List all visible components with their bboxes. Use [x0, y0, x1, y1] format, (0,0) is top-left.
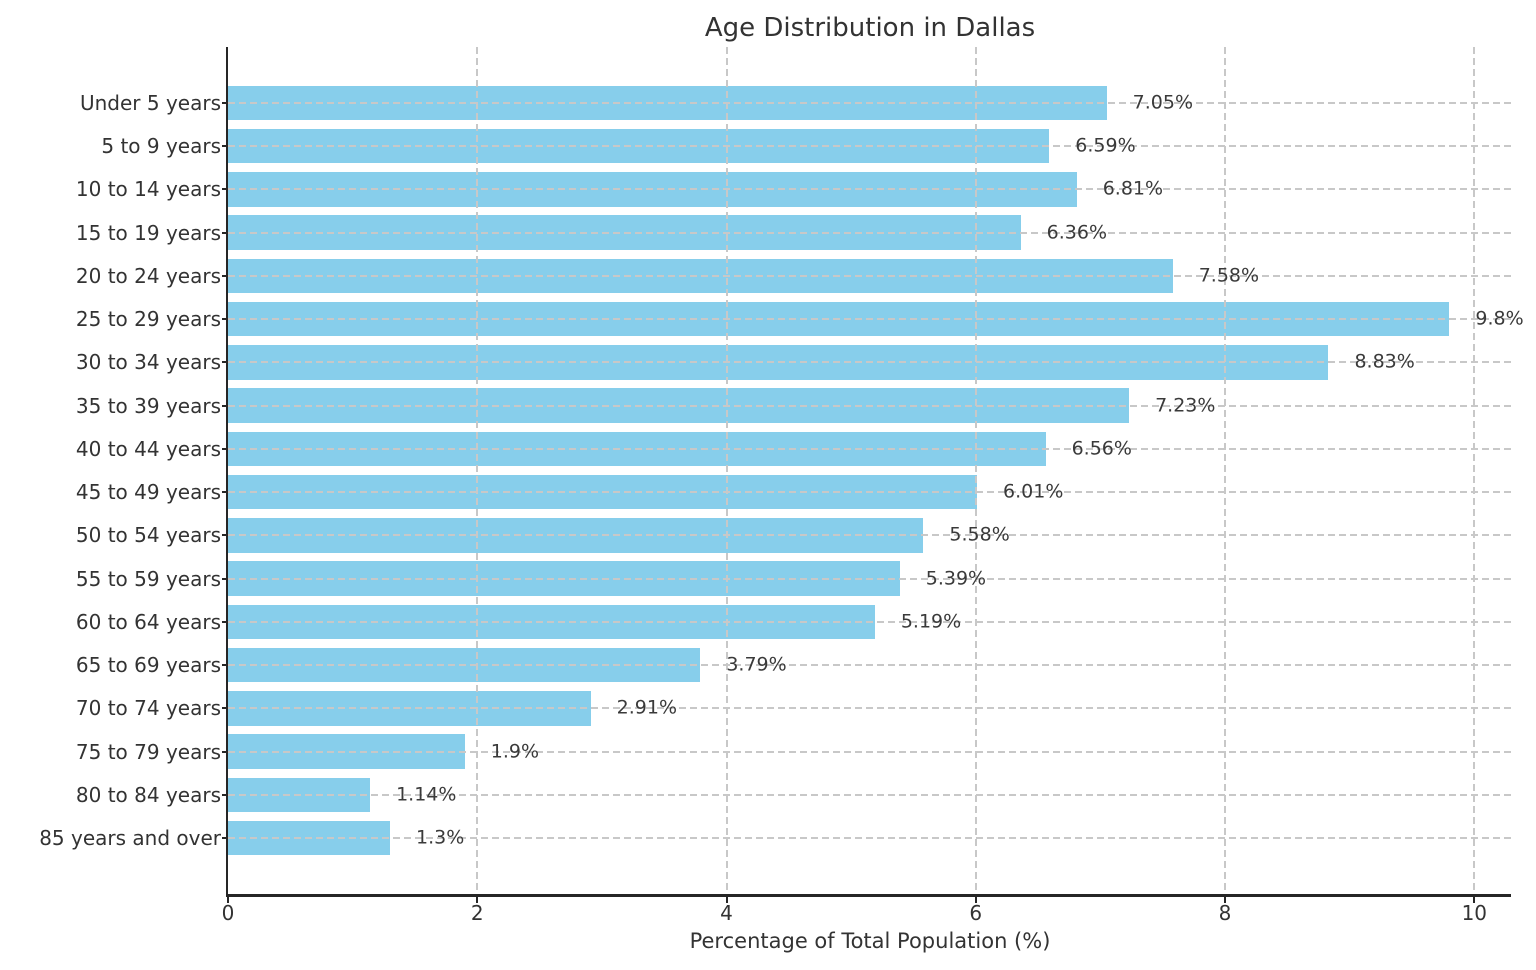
bar-value-label: 6.59% — [1075, 134, 1136, 157]
y-gridline — [228, 534, 1511, 537]
y-tick-mark — [222, 231, 226, 234]
chart-title: Age Distribution in Dallas — [704, 13, 1036, 43]
bar-value-label: 8.83% — [1354, 350, 1415, 373]
y-gridline — [228, 793, 1511, 796]
y-gridline — [228, 188, 1511, 191]
x-axis-title: Percentage of Total Population (%) — [689, 929, 1051, 953]
x-tick-mark — [1473, 896, 1476, 903]
bar-value-label: 6.01% — [1003, 480, 1064, 503]
y-category-label: 15 to 19 years — [75, 220, 221, 245]
bar-value-label: 1.14% — [396, 783, 457, 806]
x-gridline — [1473, 47, 1476, 894]
y-axis-spine — [226, 47, 228, 896]
y-gridline — [228, 404, 1511, 407]
y-category-label: 30 to 34 years — [75, 350, 221, 375]
bar-value-label: 5.39% — [925, 567, 987, 590]
bar-value-label: 2.91% — [616, 697, 678, 720]
y-tick-mark — [222, 145, 226, 148]
bar-value-label: 9.8% — [1475, 307, 1524, 330]
x-tick-label: 8 — [1218, 901, 1232, 925]
y-tick-mark — [222, 793, 226, 796]
y-category-label: Under 5 years — [79, 90, 221, 115]
bar-value-label: 3.79% — [726, 653, 787, 676]
x-tick-mark — [725, 896, 728, 903]
y-tick-mark — [222, 534, 226, 537]
y-gridline — [228, 707, 1511, 710]
y-category-label: 70 to 74 years — [75, 696, 221, 721]
y-tick-mark — [222, 664, 226, 667]
bar-value-label: 7.23% — [1155, 394, 1216, 417]
y-category-label: 65 to 69 years — [75, 653, 221, 678]
y-gridline — [228, 231, 1511, 234]
bar-value-label: 7.05% — [1132, 91, 1193, 114]
y-category-label: 25 to 29 years — [75, 307, 221, 332]
x-gridline — [1224, 47, 1227, 894]
x-tick-mark — [974, 896, 977, 903]
y-tick-mark — [222, 620, 226, 623]
y-gridline — [228, 318, 1511, 321]
y-category-label: 20 to 24 years — [75, 263, 221, 288]
x-tick-label: 6 — [969, 901, 983, 925]
y-tick-mark — [222, 577, 226, 580]
y-tick-mark — [222, 447, 226, 450]
y-gridline — [228, 361, 1511, 364]
x-tick-label: 10 — [1461, 901, 1488, 925]
y-gridline — [228, 145, 1511, 148]
y-category-label: 80 to 84 years — [75, 782, 221, 807]
y-tick-mark — [222, 274, 226, 277]
y-gridline — [228, 837, 1511, 840]
y-gridline — [228, 274, 1511, 277]
y-gridline — [228, 750, 1511, 753]
bar-value-label: 1.3% — [416, 826, 465, 849]
y-gridline — [228, 491, 1511, 494]
y-category-label: 5 to 9 years — [101, 134, 221, 159]
y-tick-mark — [222, 361, 226, 364]
x-tick-mark — [1224, 896, 1227, 903]
bar-value-label: 5.58% — [949, 523, 1010, 546]
y-tick-mark — [222, 188, 226, 191]
y-gridline — [228, 447, 1511, 450]
x-tick-mark — [476, 896, 479, 903]
bar-value-label: 1.9% — [490, 740, 540, 763]
y-category-label: 45 to 49 years — [75, 480, 221, 505]
y-category-label: 10 to 14 years — [75, 177, 221, 202]
y-gridline — [228, 577, 1511, 580]
x-gridline — [476, 47, 479, 894]
bar-value-label: 5.19% — [900, 610, 962, 633]
y-category-label: 50 to 54 years — [75, 523, 221, 548]
y-gridline — [228, 101, 1511, 104]
y-category-label: 85 years and over — [39, 826, 221, 851]
y-tick-mark — [222, 404, 226, 407]
y-gridline — [228, 620, 1511, 623]
y-tick-mark — [222, 837, 226, 840]
x-gridline — [974, 47, 977, 894]
y-category-label: 75 to 79 years — [75, 739, 221, 764]
x-tick-mark — [227, 896, 229, 903]
bar-value-label: 6.36% — [1046, 221, 1107, 244]
x-tick-label: 4 — [720, 901, 733, 925]
x-axis-spine — [226, 894, 1511, 897]
y-tick-mark — [222, 101, 226, 104]
y-tick-mark — [222, 750, 226, 753]
x-tick-label: 0 — [221, 901, 235, 925]
y-category-label: 55 to 59 years — [75, 566, 221, 591]
bar-value-label: 6.56% — [1071, 437, 1132, 460]
x-tick-label: 2 — [470, 901, 484, 925]
bar-value-label: 6.81% — [1102, 177, 1164, 200]
bar-value-label: 7.58% — [1198, 264, 1260, 287]
y-category-label: 40 to 44 years — [75, 436, 221, 461]
y-tick-mark — [222, 707, 226, 710]
x-gridline — [725, 47, 728, 894]
y-tick-mark — [222, 318, 226, 321]
y-category-label: 60 to 64 years — [75, 609, 221, 634]
y-gridline — [228, 664, 1511, 667]
y-tick-mark — [222, 491, 226, 494]
y-category-label: 35 to 39 years — [75, 393, 221, 418]
